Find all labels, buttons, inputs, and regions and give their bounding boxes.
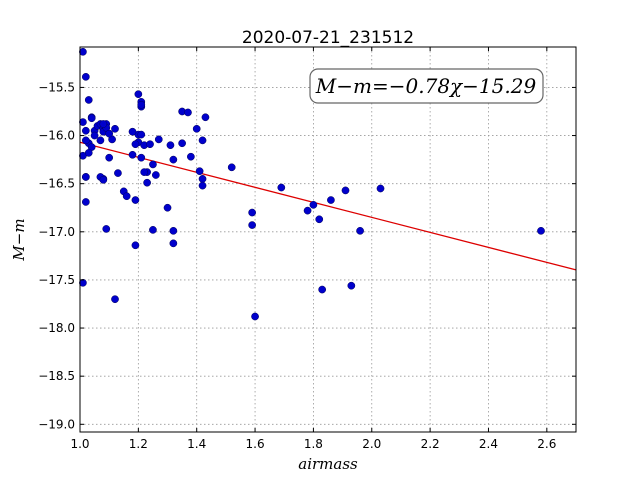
- data-point: [303, 206, 312, 215]
- y-tick-label: −16.0: [38, 129, 75, 143]
- data-point: [341, 186, 350, 195]
- data-point: [79, 47, 87, 56]
- data-point: [128, 150, 137, 159]
- x-tick-label: 1.2: [129, 437, 148, 451]
- data-point: [169, 155, 178, 164]
- fit-line: [79, 141, 577, 271]
- y-tick-label: −16.5: [38, 177, 75, 191]
- data-point: [111, 295, 119, 304]
- data-point: [154, 135, 163, 144]
- data-point: [131, 140, 140, 149]
- data-point: [376, 184, 385, 193]
- x-tick-label: 1.8: [304, 437, 323, 451]
- x-tick-label: 1.6: [246, 437, 265, 451]
- data-point: [122, 192, 131, 201]
- data-point: [192, 124, 201, 133]
- data-point: [140, 168, 149, 176]
- data-point: [81, 198, 90, 206]
- data-point: [537, 226, 545, 235]
- fit-equation-frame: [309, 68, 544, 104]
- x-axis-label: airmass: [298, 455, 358, 473]
- data-point: [134, 90, 143, 99]
- data-point: [114, 169, 122, 177]
- data-point: [111, 124, 119, 133]
- y-tick-label: −19.0: [38, 417, 75, 431]
- data-point: [248, 221, 256, 229]
- data-point: [187, 152, 195, 161]
- grid: [79, 47, 576, 432]
- x-tick-label: 1.4: [187, 437, 206, 451]
- data-point: [131, 241, 140, 250]
- data-point: [79, 118, 87, 126]
- data-point: [81, 173, 90, 181]
- data-point: [315, 215, 324, 224]
- data-point: [137, 100, 146, 109]
- fit-equation-box: M−m=−0.78χ−15.29: [309, 68, 544, 104]
- data-point: [152, 171, 160, 179]
- data-point: [178, 139, 186, 148]
- data-point: [146, 140, 154, 149]
- data-point: [166, 141, 175, 150]
- data-point: [248, 208, 256, 217]
- data-point: [327, 196, 335, 204]
- data-point: [81, 72, 90, 81]
- data-point: [277, 183, 286, 192]
- y-tick-label: −18.5: [38, 369, 75, 383]
- data-point: [347, 281, 356, 290]
- data-point: [90, 131, 99, 140]
- data-point: [184, 108, 192, 117]
- data-point: [99, 175, 108, 184]
- y-axis-label: M−m: [10, 218, 28, 261]
- y-tick-label: −15.5: [38, 80, 75, 94]
- data-point: [195, 167, 204, 176]
- data-point: [143, 178, 151, 187]
- data-point: [131, 196, 140, 204]
- data-point: [149, 226, 157, 234]
- y-tick-label: −17.5: [38, 273, 75, 287]
- data-point: [251, 312, 259, 321]
- data-point: [198, 136, 207, 145]
- data-point: [81, 136, 90, 145]
- x-tick-label: 2.0: [362, 437, 381, 451]
- data-point: [105, 129, 114, 138]
- y-tick-label: −18.0: [38, 321, 75, 335]
- data-point: [201, 113, 210, 122]
- data-point: [163, 203, 172, 212]
- data-point: [227, 163, 236, 172]
- data-point: [96, 136, 105, 145]
- data-point: [81, 126, 90, 135]
- x-tick-label: 2.2: [421, 437, 440, 451]
- axis-ticks: 1.0 1.2 1.4 1.6 1.8 2.0 2.2 2.4 2.6 −15.5 −16.0 −16…: [38, 47, 576, 451]
- data-point: [128, 127, 137, 136]
- x-tick-label: 2.4: [479, 437, 498, 451]
- plot-frame: [79, 46, 577, 433]
- data-point: [356, 226, 364, 235]
- data-point: [84, 149, 93, 157]
- data-point: [198, 175, 207, 183]
- data-point: [309, 201, 318, 209]
- data-point: [169, 239, 178, 248]
- data-point: [79, 278, 87, 287]
- fit-line-group: [79, 141, 577, 271]
- x-tick-label: 1.0: [70, 437, 89, 451]
- fit-equation-text: M−m=−0.78χ−15.29: [315, 74, 537, 98]
- data-point: [149, 160, 157, 169]
- chart-title: 2020-07-21_231512: [242, 28, 414, 48]
- data-point: [99, 120, 108, 128]
- y-tick-label: −17.0: [38, 225, 75, 239]
- data-point: [105, 153, 114, 162]
- data-point: [84, 96, 93, 104]
- data-point: [169, 226, 178, 235]
- data-point: [318, 285, 327, 294]
- data-point: [198, 181, 207, 190]
- data-point: [137, 153, 146, 162]
- data-point: [137, 130, 146, 139]
- data-point: [102, 225, 111, 233]
- data-points: [79, 47, 545, 321]
- x-tick-label: 2.6: [537, 437, 556, 451]
- data-point: [87, 114, 96, 123]
